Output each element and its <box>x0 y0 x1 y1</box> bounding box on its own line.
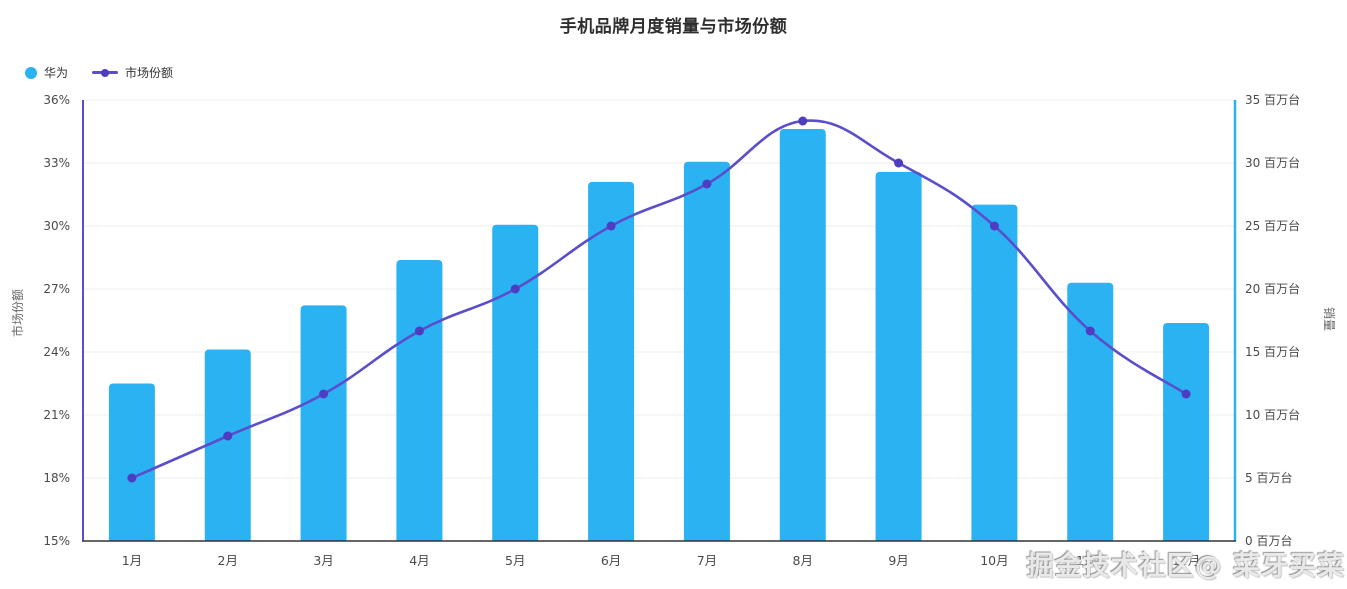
legend-label-huawei: 华为 <box>44 66 69 80</box>
bar-12月[interactable] <box>1163 323 1210 541</box>
line-point-9月[interactable] <box>894 158 904 168</box>
x-axis-tick-label: 7月 <box>697 553 717 568</box>
y2-axis-tick-label: 10 百万台 <box>1245 407 1300 422</box>
x-axis-tick-label: 2月 <box>218 553 238 568</box>
x-axis-tick-label: 11月 <box>1076 553 1104 568</box>
x-axis-tick-label: 4月 <box>409 553 429 568</box>
bar-8月[interactable] <box>779 128 826 542</box>
x-axis-tick-label: 9月 <box>888 553 908 568</box>
bar-6月[interactable] <box>588 181 635 541</box>
y-axis-tick-label: 30% <box>43 219 70 233</box>
line-point-3月[interactable] <box>319 389 329 399</box>
legend-item-huawei[interactable]: 华为 <box>25 64 68 81</box>
line-point-7月[interactable] <box>702 179 712 189</box>
bar-3月[interactable] <box>300 305 347 541</box>
y-axis-tick-label: 27% <box>43 282 70 296</box>
line-point-6月[interactable] <box>606 221 616 231</box>
y2-axis-tick-label: 35 百万台 <box>1245 92 1300 107</box>
y-axis-tick-label: 33% <box>43 156 70 170</box>
legend-item-market-share[interactable]: 市场份额 <box>92 64 173 81</box>
bar-9月[interactable] <box>875 171 922 541</box>
line-point-2月[interactable] <box>223 431 233 441</box>
bar-4月[interactable] <box>396 260 443 541</box>
line-point-1月[interactable] <box>127 473 137 483</box>
y-axis-tick-label: 21% <box>43 408 70 422</box>
x-axis-tick-label: 12月 <box>1172 553 1200 568</box>
x-axis-tick-label: 10月 <box>980 553 1008 568</box>
y-axis-tick-label: 36% <box>43 93 70 107</box>
y2-axis-tick-label: 30 百万台 <box>1245 155 1300 170</box>
legend: 华为 市场份额 <box>25 64 173 81</box>
line-point-8月[interactable] <box>798 116 808 126</box>
chart-title: 手机品牌月度销量与市场份额 <box>559 17 788 37</box>
y-axis-tick-label: 24% <box>43 345 70 359</box>
bar-10月[interactable] <box>971 204 1018 541</box>
bar-7月[interactable] <box>683 161 730 542</box>
x-axis-tick-label: 1月 <box>122 553 142 568</box>
y2-axis-tick-label: 25 百万台 <box>1245 218 1300 233</box>
left-axis-name: 市场份额 <box>10 289 25 337</box>
market-share-line <box>130 119 1188 480</box>
y-axis-tick-label: 18% <box>43 471 70 485</box>
y2-axis-tick-label: 0 百万台 <box>1245 533 1292 548</box>
y2-axis-tick-label: 15 百万台 <box>1245 344 1300 359</box>
line-point-10月[interactable] <box>989 221 999 231</box>
y-axis-tick-label: 15% <box>43 534 70 548</box>
bar-11月[interactable] <box>1067 282 1114 541</box>
bar-2月[interactable] <box>204 349 251 541</box>
legend-label-market-share: 市场份额 <box>125 66 174 80</box>
line-point-12月[interactable] <box>1181 389 1191 399</box>
right-axis-name: 销量 <box>1322 307 1336 331</box>
x-axis-tick-label: 3月 <box>313 553 333 568</box>
bar-1月[interactable] <box>108 383 155 542</box>
line-series-swatch-icon <box>92 68 119 77</box>
x-axis-tick-label: 6月 <box>601 553 621 568</box>
x-axis-tick-label: 8月 <box>793 553 813 568</box>
line-point-4月[interactable] <box>414 326 424 336</box>
y2-axis-tick-label: 5 百万台 <box>1245 470 1292 485</box>
x-axis-tick-label: 5月 <box>505 553 525 568</box>
line-point-icon <box>101 68 110 77</box>
bar-5月[interactable] <box>492 224 539 542</box>
y2-axis-tick-label: 20 百万台 <box>1245 281 1300 296</box>
line-point-5月[interactable] <box>510 284 520 294</box>
line-point-11月[interactable] <box>1085 326 1095 336</box>
bar-series-swatch-icon <box>25 66 37 79</box>
